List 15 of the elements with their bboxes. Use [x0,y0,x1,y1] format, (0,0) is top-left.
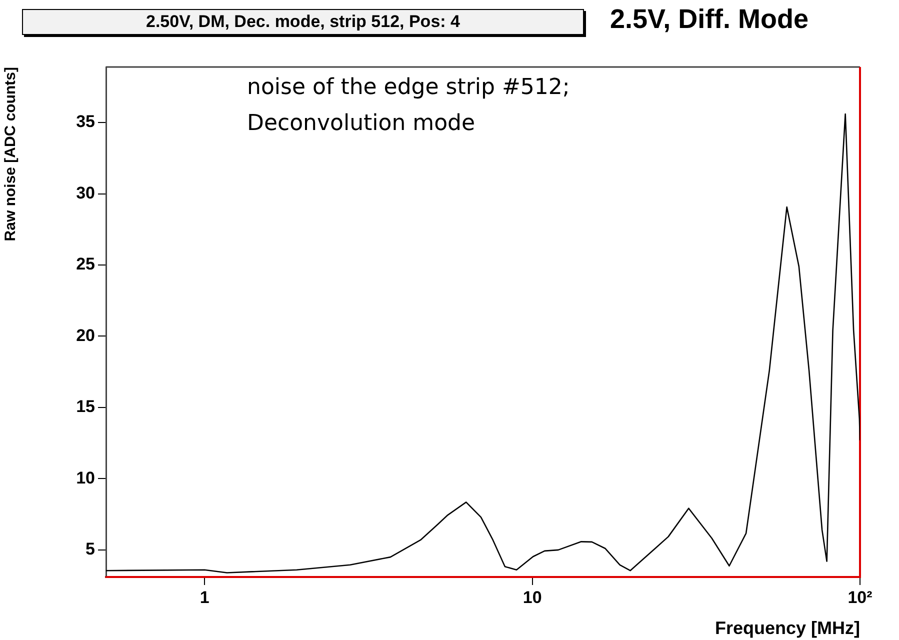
y-tick-label: 35 [76,112,95,132]
y-tick-label: 30 [76,183,95,202]
y-tick-label: 10 [76,468,95,488]
y-tick-label: 15 [76,397,95,416]
chart-subtitle: 2.5V, Diff. Mode [610,4,809,35]
annotation: noise of the edge strip #512; Deconvolution mode [247,74,571,138]
y-tick-label: 20 [76,326,95,345]
chart-title: 2.50V, DM, Dec. mode, strip 512, Pos: 4 [22,9,584,35]
y-axis-title: Raw noise [ADC counts] [2,67,20,242]
y-tick-label: 5 [86,540,95,559]
x-tick-label: 10 [522,588,542,607]
x-tick-label: 1 [200,588,210,607]
y-tick-label: 25 [76,254,95,274]
x-axis-title: Frequency [MHz] [714,618,860,638]
x-tick-label: 10² [848,588,873,607]
